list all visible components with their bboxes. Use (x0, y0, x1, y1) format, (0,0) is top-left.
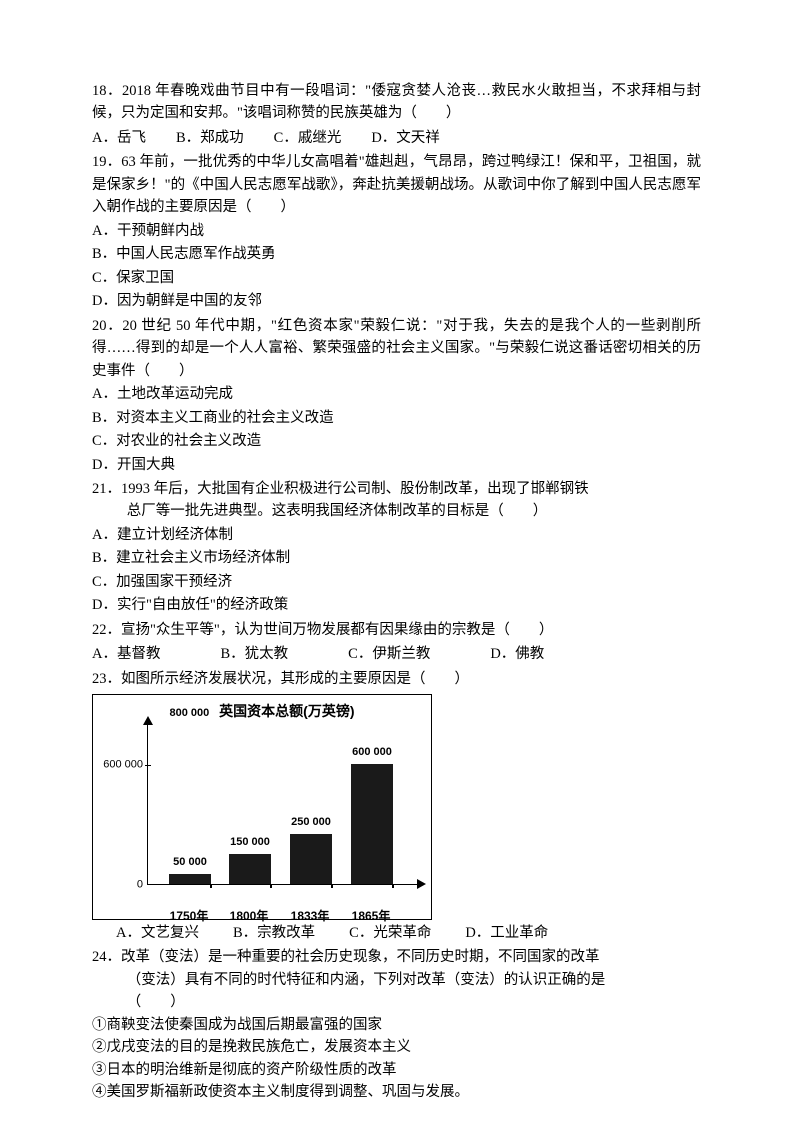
question-22: 22．宣扬"众生平等"，认为世间万物发展都有因果缘由的宗教是（ ） A．基督教 … (92, 619, 701, 666)
q19-opt-d[interactable]: D．因为朝鲜是中国的友邻 (92, 290, 701, 312)
chart-x-label: 1750年 (170, 907, 209, 926)
q19-opt-c[interactable]: C．保家卫国 (92, 267, 701, 289)
q24-stmt-4: ④美国罗斯福新政使资本主义制度得到调整、巩固与发展。 (92, 1081, 701, 1103)
q18-opt-d[interactable]: D．文天祥 (371, 127, 439, 149)
chart-bar-value-label: 600 000 (352, 744, 392, 761)
x-tick-mark (331, 884, 333, 888)
q24-stmt-1: ①商鞅变法使秦国成为战国后期最富强的国家 (92, 1014, 701, 1036)
q21-opt-c[interactable]: C．加强国家干预经济 (92, 571, 701, 593)
q18-opt-b[interactable]: B．郑成功 (176, 127, 244, 149)
question-18: 18．2018 年春晚戏曲节目中有一段唱词："倭寇贪婪人沧丧…救民水火敢担当，不… (92, 80, 701, 149)
x-axis-arrow-icon (417, 879, 426, 889)
chart-bar (229, 854, 271, 884)
y-axis-arrow-icon (143, 716, 153, 725)
q18-text: 18．2018 年春晚戏曲节目中有一段唱词："倭寇贪婪人沧丧…救民水火敢担当，不… (92, 80, 701, 125)
q24-stmt-3: ③日本的明治维新是彻底的资产阶级性质的改革 (92, 1059, 701, 1081)
chart-plot: 50 000 150 000 250 000 600 000 (147, 725, 417, 885)
chart-bar (351, 764, 393, 884)
q21-opt-b[interactable]: B．建立社会主义市场经济体制 (92, 547, 701, 569)
q23-chart: 800 000 英国资本总额(万英镑) 600 000 0 50 000 150 … (92, 694, 432, 920)
q20-opt-d[interactable]: D．开国大典 (92, 454, 701, 476)
y-label-top: 800 000 (170, 707, 210, 719)
q22-opt-b[interactable]: B．犹太教 (220, 643, 288, 665)
q22-opt-a[interactable]: A．基督教 (92, 643, 160, 665)
chart-x-label: 1865年 (352, 907, 391, 926)
q19-text: 19．63 年前，一批优秀的中华儿女高唱着"雄赳赳，气昂昂，跨过鸭绿江！保和平，… (92, 151, 701, 218)
q20-options: A．土地改革运动完成 B．对资本主义工商业的社会主义改造 C．对农业的社会主义改… (92, 383, 701, 476)
x-tick-mark (210, 884, 212, 888)
q24-stmt-2: ②戊戌变法的目的是挽救民族危亡，发展资本主义 (92, 1036, 701, 1058)
q19-opt-b[interactable]: B．中国人民志愿军作战英勇 (92, 243, 701, 265)
x-tick-mark (392, 884, 394, 888)
q24-line3: （ ） (92, 991, 701, 1013)
q22-opt-d[interactable]: D．佛教 (490, 643, 544, 665)
q21-opt-d[interactable]: D．实行"自由放任"的经济政策 (92, 594, 701, 616)
q20-opt-a[interactable]: A．土地改革运动完成 (92, 383, 701, 405)
y-axis: 600 000 0 (101, 725, 147, 885)
q24-line2: （变法）具有不同的时代特征和内涵，下列对改革（变法）的认识正确的是 (92, 969, 701, 991)
q19-options: A．干预朝鲜内战 B．中国人民志愿军作战英勇 C．保家卫国 D．因为朝鲜是中国的… (92, 220, 701, 313)
q18-options: A．岳飞 B．郑成功 C．戚继光 D．文天祥 (92, 127, 701, 149)
q21-opt-a[interactable]: A．建立计划经济体制 (92, 524, 701, 546)
q19-opt-a[interactable]: A．干预朝鲜内战 (92, 220, 701, 242)
question-19: 19．63 年前，一批优秀的中华儿女高唱着"雄赳赳，气昂昂，跨过鸭绿江！保和平，… (92, 151, 701, 312)
chart-bar-value-label: 150 000 (230, 834, 270, 851)
question-20: 20．20 世纪 50 年代中期，"红色资本家"荣毅仁说："对于我，失去的是我个… (92, 315, 701, 476)
chart-bar-value-label: 50 000 (173, 854, 207, 871)
q20-opt-c[interactable]: C．对农业的社会主义改造 (92, 430, 701, 452)
q21-options: A．建立计划经济体制 B．建立社会主义市场经济体制 C．加强国家干预经济 D．实… (92, 524, 701, 617)
chart-bar-value-label: 250 000 (291, 814, 331, 831)
chart-bar (169, 874, 211, 884)
q23-text: 23．如图所示经济发展状况，其形成的主要原因是（ ） (92, 668, 701, 690)
x-tick-mark (270, 884, 272, 888)
chart-title-text: 英国资本总额(万英镑) (219, 703, 354, 719)
y-tick-mark (145, 765, 151, 767)
q18-opt-c[interactable]: C．戚继光 (274, 127, 342, 149)
q18-opt-a[interactable]: A．岳飞 (92, 127, 146, 149)
q22-text: 22．宣扬"众生平等"，认为世间万物发展都有因果缘由的宗教是（ ） (92, 619, 701, 641)
question-23: 23．如图所示经济发展状况，其形成的主要原因是（ ） 800 000 英国资本总… (92, 668, 701, 945)
y-tick-0: 0 (137, 876, 143, 893)
q21-line1: 21．1993 年后，大批国有企业积极进行公司制、股份制改革，出现了邯郸钢铁 (92, 478, 701, 500)
y-tick-600000: 600 000 (103, 756, 143, 773)
q21-line2: 总厂等一批先进典型。这表明我国经济体制改革的目标是（ ） (92, 500, 701, 522)
question-21: 21．1993 年后，大批国有企业积极进行公司制、股份制改革，出现了邯郸钢铁 总… (92, 478, 701, 617)
question-24: 24．改革（变法）是一种重要的社会历史现象，不同历史时期，不同国家的改革 （变法… (92, 946, 701, 1103)
q22-options: A．基督教 B．犹太教 C．伊斯兰教 D．佛教 (92, 643, 701, 665)
q20-text: 20．20 世纪 50 年代中期，"红色资本家"荣毅仁说："对于我，失去的是我个… (92, 315, 701, 382)
q20-opt-b[interactable]: B．对资本主义工商业的社会主义改造 (92, 407, 701, 429)
q22-opt-c[interactable]: C．伊斯兰教 (348, 643, 430, 665)
chart-x-label: 1800年 (230, 907, 269, 926)
q23-opt-d[interactable]: D．工业革命 (465, 922, 548, 944)
chart-area: 600 000 0 50 000150 000250 000600 000 17… (147, 725, 423, 915)
q24-line1: 24．改革（变法）是一种重要的社会历史现象，不同历史时期，不同国家的改革 (92, 946, 701, 968)
chart-bar (290, 834, 332, 884)
chart-x-label: 1833年 (291, 907, 330, 926)
